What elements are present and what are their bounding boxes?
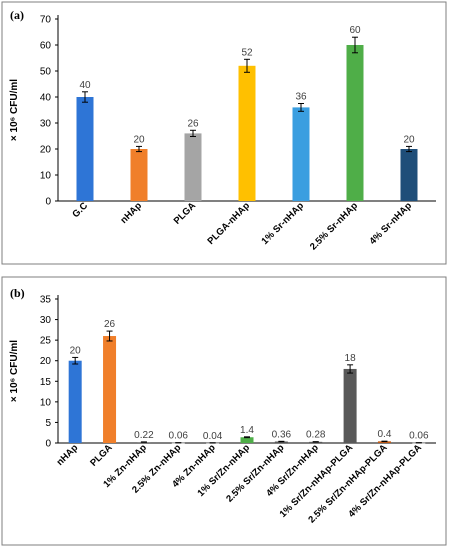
panel-b-data-label: 1.4 <box>240 425 254 436</box>
panel-b-y-axis-title: × 10⁶ CFU/ml <box>9 340 20 402</box>
panel-a-bar <box>238 65 256 201</box>
panel-b-y-tick-label: 35 <box>40 295 52 306</box>
panel-a-bar <box>184 133 202 201</box>
panel-b-data-label: 0.36 <box>272 429 292 440</box>
panel-a-bar <box>76 97 94 201</box>
panel-b-data-label: 26 <box>104 319 116 330</box>
panel-b-y-tick-label: 10 <box>40 397 52 408</box>
panel-a-y-tick-label: 10 <box>40 171 52 182</box>
panel-a-y-tick-label: 50 <box>40 67 52 78</box>
panel-b-bar <box>103 336 117 443</box>
panel-a-data-label: 36 <box>295 92 307 103</box>
panel-a-data-label: 20 <box>133 134 145 145</box>
panel-a-y-tick-label: 20 <box>40 145 52 156</box>
panel-a-data-label: 60 <box>349 25 361 36</box>
panel-b-bar <box>377 441 391 443</box>
panel-a-bar <box>130 149 148 201</box>
panel-b-y-tick-label: 0 <box>45 439 51 450</box>
panel-a-data-label: 52 <box>241 47 253 58</box>
panel-a-data-label: 20 <box>403 134 415 145</box>
panel-a-data-label: 26 <box>187 118 199 129</box>
panel-b-y-tick-label: 20 <box>40 356 52 367</box>
panel-a-data-label: 40 <box>79 80 91 91</box>
panel-b-data-label: 0.22 <box>134 430 154 441</box>
panel-a-frame <box>1 1 447 265</box>
panel-b-data-label: 0.06 <box>409 431 429 442</box>
panel-b-y-tick-label: 30 <box>40 315 52 326</box>
panel-a-y-tick-label: 70 <box>40 15 52 26</box>
panel-a-bar <box>292 107 310 201</box>
panel-a-y-tick-label: 40 <box>40 93 52 104</box>
panel-a-y-tick-label: 30 <box>40 119 52 130</box>
panel-a-letter: (a) <box>10 8 24 22</box>
panel-b-frame <box>1 276 447 546</box>
panel-b-y-tick-label: 15 <box>40 377 52 388</box>
panel-b-data-label: 20 <box>70 345 82 356</box>
panel-a-y-tick-label: 0 <box>45 197 51 208</box>
panel-b-y-tick-label: 25 <box>40 336 52 347</box>
panel-b-data-label: 18 <box>345 353 357 364</box>
panel-b-bar <box>343 368 357 443</box>
panel-a-y-tick-label: 60 <box>40 41 52 52</box>
panel-a-bar <box>346 45 364 201</box>
panel-b-data-label: 0.28 <box>306 430 326 441</box>
panel-b-data-label: 0.06 <box>169 431 189 442</box>
panel-b-bar <box>240 437 254 443</box>
panel-b-data-label: 0.4 <box>378 429 392 440</box>
panel-b-y-tick-label: 5 <box>45 418 51 429</box>
panel-b-data-label: 0.04 <box>203 431 223 442</box>
panel-b-letter: (b) <box>10 286 25 300</box>
panel-b-bar <box>274 441 288 443</box>
panel-a-y-axis-title: × 10⁶ CFU/ml <box>9 79 20 141</box>
panel-a-bar <box>400 149 418 201</box>
panel-b-bar <box>68 360 82 443</box>
